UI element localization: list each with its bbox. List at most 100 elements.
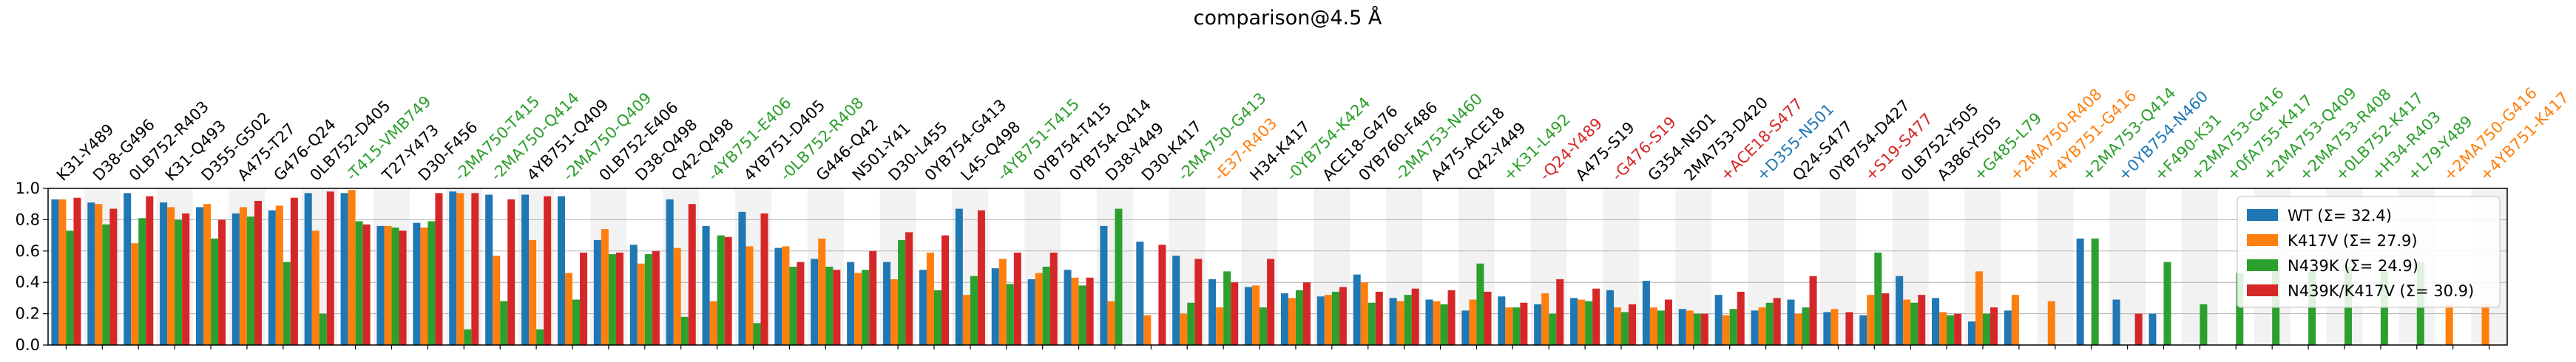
legend-swatch <box>2247 259 2278 271</box>
bar <box>1302 282 1311 345</box>
bar <box>1947 315 1955 345</box>
bar <box>1918 295 1926 345</box>
bar <box>1700 313 1708 345</box>
bar <box>2163 262 2171 345</box>
bar <box>1288 298 1296 345</box>
bar <box>131 243 139 345</box>
bar <box>1245 287 1253 345</box>
bar <box>1013 252 1021 345</box>
bar <box>1823 312 1831 345</box>
bar <box>2076 238 2084 345</box>
bar <box>1231 282 1239 345</box>
bar <box>991 268 999 345</box>
bar <box>564 273 573 345</box>
bar <box>1765 302 1774 345</box>
bar <box>673 247 681 345</box>
bar <box>290 197 298 345</box>
bar <box>239 207 247 345</box>
bar <box>1686 310 1694 345</box>
bar <box>1484 291 1492 345</box>
bar <box>1360 282 1368 345</box>
bar <box>854 273 862 345</box>
bar <box>51 199 59 345</box>
bar <box>231 213 240 345</box>
bar <box>702 225 710 345</box>
bar <box>933 290 942 345</box>
bars-group <box>51 190 2489 345</box>
bar <box>73 197 81 345</box>
bar <box>1115 208 1123 345</box>
bar <box>847 262 855 345</box>
y-tick-label: 0.2 <box>16 305 40 323</box>
bar <box>2134 313 2143 345</box>
bar <box>2236 273 2244 345</box>
bar <box>2380 271 2388 345</box>
bar <box>1100 225 1108 345</box>
bar <box>182 213 190 345</box>
bar <box>1570 298 1578 345</box>
bar <box>146 196 154 345</box>
bar <box>637 263 645 345</box>
bar <box>1404 295 1412 345</box>
legend-label: WT (Σ= 32.4) <box>2288 207 2392 225</box>
bar <box>1830 309 1839 345</box>
bar <box>1180 313 1188 345</box>
bar <box>1606 290 1614 345</box>
bar <box>95 204 103 345</box>
bar <box>1339 287 1347 345</box>
bar <box>275 205 283 345</box>
bar <box>833 270 841 345</box>
bar <box>1396 301 1404 345</box>
bar <box>1982 313 1991 345</box>
y-tick-label: 1.0 <box>16 180 40 197</box>
bar <box>340 193 348 345</box>
bar <box>1845 312 1853 345</box>
bar <box>175 219 183 345</box>
bar <box>1223 271 1231 345</box>
bar <box>760 213 768 345</box>
bar <box>529 239 537 345</box>
bar <box>2308 271 2316 345</box>
bar <box>1194 259 1203 345</box>
bar <box>449 191 457 345</box>
bar <box>413 222 421 345</box>
bar <box>1027 279 1035 345</box>
bar <box>203 204 212 345</box>
bar <box>355 221 363 345</box>
bar <box>283 262 291 345</box>
bar <box>869 250 877 345</box>
bar <box>717 235 725 345</box>
bar <box>1440 304 1448 345</box>
bar <box>471 193 479 345</box>
y-tick-label: 0.8 <box>16 211 40 228</box>
bar <box>825 267 834 345</box>
bar <box>1714 295 1723 345</box>
bar <box>1498 296 1506 345</box>
bar <box>1353 274 1361 345</box>
bar <box>1629 304 1637 345</box>
bar <box>399 230 407 345</box>
bar <box>1411 288 1419 345</box>
bar <box>1187 302 1195 345</box>
bar <box>818 238 826 345</box>
bar <box>1107 301 1115 345</box>
bar <box>1751 310 1759 345</box>
bar <box>1375 291 1383 345</box>
bar <box>160 202 168 345</box>
bar <box>254 200 262 345</box>
bar <box>1078 285 1086 345</box>
legend-swatch <box>2247 284 2278 296</box>
bar <box>1208 279 1217 345</box>
bar <box>304 193 312 345</box>
bar <box>1172 256 1180 345</box>
bar <box>507 199 515 345</box>
bar <box>1461 310 1470 345</box>
bar <box>1954 313 1962 345</box>
legend-label: N439K/K417V (Σ= 30.9) <box>2288 282 2474 300</box>
bar <box>1990 307 1998 345</box>
bar <box>797 262 805 345</box>
bar <box>1086 277 1094 345</box>
bar <box>427 221 436 345</box>
bar <box>688 204 696 345</box>
bar <box>1425 299 1433 345</box>
